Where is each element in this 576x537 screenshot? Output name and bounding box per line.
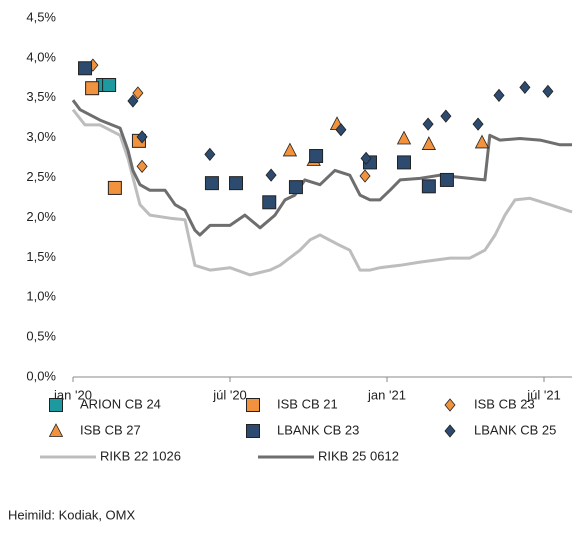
- line-series: [71, 99, 572, 237]
- data-point: [542, 84, 554, 99]
- data-point: [421, 179, 436, 194]
- y-tick-label: 1,5%: [26, 249, 56, 264]
- data-point: [493, 88, 505, 103]
- y-tick-label: 4,5%: [26, 9, 56, 24]
- data-point: [136, 130, 148, 144]
- data-point: [136, 159, 148, 174]
- legend-marker: [48, 423, 64, 437]
- data-point: [262, 195, 277, 210]
- legend-label: ISB CB 27: [80, 422, 141, 437]
- data-point: [474, 134, 490, 149]
- data-point: [440, 109, 452, 123]
- data-point: [309, 149, 324, 164]
- data-point: [421, 136, 437, 150]
- y-tick-label: 1,0%: [26, 289, 56, 304]
- x-tick-label: júl '20: [212, 387, 247, 402]
- data-point: [204, 147, 216, 162]
- data-point: [229, 176, 244, 191]
- data-point: [422, 117, 434, 131]
- legend-marker: [246, 424, 260, 438]
- line-series: [71, 108, 573, 277]
- data-point: [360, 151, 372, 166]
- legend-label: LBANK CB 23: [277, 422, 359, 437]
- y-tick-label: 2,0%: [26, 209, 56, 224]
- legend-marker: [444, 398, 456, 412]
- y-tick-label: 2,5%: [26, 169, 56, 184]
- data-point: [439, 172, 454, 187]
- data-point: [282, 142, 298, 157]
- data-point: [519, 80, 531, 95]
- y-tick-label: 3,0%: [26, 129, 56, 144]
- data-point: [78, 61, 93, 76]
- legend-marker: [444, 424, 456, 438]
- data-point: [288, 180, 303, 195]
- y-tick-label: 4,0%: [26, 49, 56, 64]
- data-point: [359, 169, 371, 183]
- legend-marker: [49, 398, 63, 412]
- legend-label: LBANK CB 25: [474, 422, 556, 437]
- legend-label: ISB CB 23: [474, 396, 535, 411]
- data-point: [107, 180, 122, 195]
- data-point: [204, 176, 219, 191]
- legend-label: ARION CB 24: [80, 396, 161, 411]
- source-note: Heimild: Kodiak, OMX: [8, 507, 135, 522]
- y-tick-label: 0,0%: [26, 368, 56, 383]
- data-point: [85, 81, 100, 96]
- data-point: [132, 86, 144, 100]
- legend-label: RIKB 25 0612: [318, 448, 399, 463]
- data-point: [102, 78, 117, 93]
- legend-label: ISB CB 21: [277, 396, 338, 411]
- y-tick-label: 3,5%: [26, 89, 56, 104]
- x-tick-label: jan '21: [367, 387, 406, 402]
- data-point: [335, 123, 347, 137]
- data-point: [127, 94, 139, 108]
- legend-label: RIKB 22 1026: [100, 448, 181, 463]
- data-point: [472, 117, 484, 131]
- legend-marker: [246, 398, 260, 412]
- data-point: [396, 130, 412, 145]
- x-tick-label: júl '21: [526, 387, 561, 402]
- y-tick-label: 0,5%: [26, 329, 56, 344]
- data-point: [397, 155, 412, 170]
- data-point: [265, 168, 277, 182]
